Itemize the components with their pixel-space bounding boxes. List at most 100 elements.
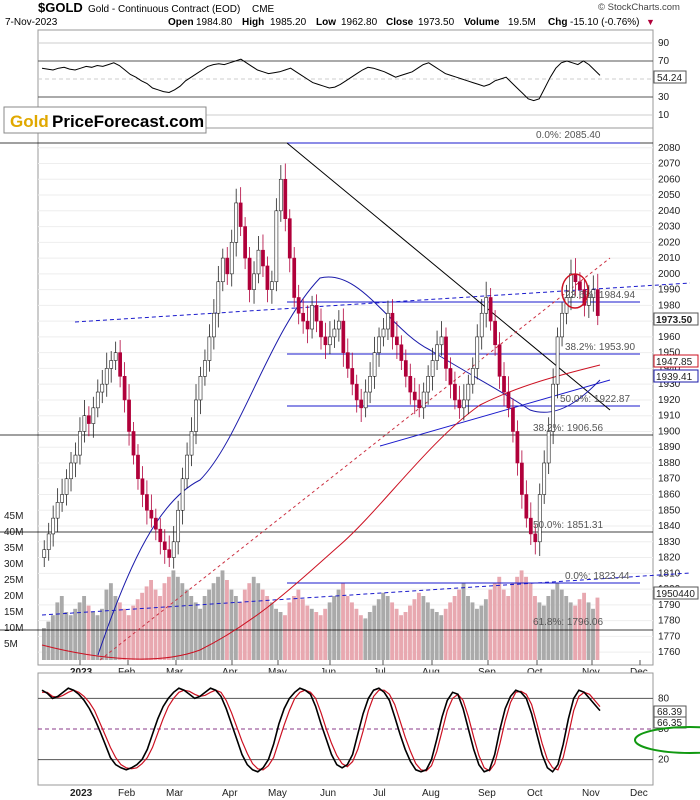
price-candle-body <box>319 320 323 338</box>
chg-label: Chg <box>548 17 567 28</box>
price-candle-body <box>122 375 127 401</box>
price-candle-body <box>51 517 56 535</box>
rsi-tick-label: 10 <box>658 110 670 121</box>
price-candle-body <box>417 399 422 409</box>
price-candle-body <box>225 257 230 275</box>
price-candle-body <box>113 352 118 361</box>
price-candle-body <box>435 344 439 361</box>
rsi-current-value: 54.24 <box>657 73 682 84</box>
price-candle-body <box>537 494 542 543</box>
price-candle-body <box>493 320 497 346</box>
stoch-x-axis-label: May <box>268 788 287 799</box>
volume-bar <box>238 602 243 660</box>
moving-average-50-line <box>97 276 601 656</box>
volume-bar <box>95 615 100 660</box>
volume-bar <box>524 576 528 660</box>
volume-bar <box>327 602 332 660</box>
open-value: 1984.80 <box>196 17 233 28</box>
price-candle-body <box>328 336 332 346</box>
source-credit: © StockCharts.com <box>598 2 680 13</box>
volume-bar <box>91 612 95 660</box>
volume-bar <box>434 612 439 660</box>
price-candle-body <box>586 297 591 306</box>
price-candle-body <box>194 399 198 432</box>
price-badge <box>653 586 699 600</box>
price-tick-label: 2080 <box>658 143 681 154</box>
fib-label: 50.0%: 1922.87 <box>560 394 630 405</box>
price-candle-body <box>305 320 310 330</box>
price-candle-body <box>283 178 288 219</box>
volume-bar <box>220 570 225 660</box>
price-candle-body <box>310 305 314 330</box>
price-candle-body <box>421 391 426 409</box>
price-candle-body <box>569 273 573 298</box>
volume-bar <box>541 605 546 660</box>
price-candle-body <box>270 281 274 290</box>
price-candle-body <box>408 375 413 393</box>
volume-bar <box>251 576 256 660</box>
price-candle-body <box>153 517 158 530</box>
volume-bar <box>372 605 377 660</box>
volume-bar <box>390 602 395 660</box>
high-value: 1985.20 <box>270 17 307 28</box>
price-candle-body <box>381 328 386 338</box>
volume-bar <box>332 596 337 660</box>
volume-bar <box>305 605 310 660</box>
price-candle-body <box>104 368 109 385</box>
price-panel: 2080 2070 2060 2050 2040 2030 2020 2010 2000 1990… <box>0 127 699 678</box>
price-tick-label: 2030 <box>658 222 681 233</box>
volume-bar <box>591 608 595 660</box>
price-candle-body <box>127 399 131 432</box>
stoch-x-axis-label: Nov <box>582 788 600 799</box>
price-tick-label: 1810 <box>658 568 681 579</box>
price-candle-body <box>551 383 555 432</box>
price-candle-body <box>345 352 350 369</box>
rsi-value-badge <box>653 70 687 84</box>
volume-bar <box>345 596 350 660</box>
price-tick-label: 2070 <box>658 159 681 170</box>
volume-bar <box>296 589 301 660</box>
price-tick-label: 1820 <box>658 553 681 564</box>
high-label: High <box>242 17 264 28</box>
volume-tick-label: 10M <box>4 623 23 634</box>
volume-bar <box>425 602 430 660</box>
price-candle-body <box>261 249 265 267</box>
volume-bar <box>180 583 185 660</box>
price-candle-body <box>180 478 185 511</box>
price-candle-body <box>296 297 301 314</box>
volume-bar <box>341 583 345 660</box>
price-candle-body <box>457 399 462 409</box>
stoch-x-axis-label: Mar <box>166 788 184 799</box>
price-candle-body <box>515 431 520 464</box>
price-candle-body <box>368 375 372 393</box>
price-candle-body <box>82 415 87 432</box>
price-candle-body <box>247 257 252 290</box>
price-candle-body <box>207 336 212 361</box>
price-candle-body <box>256 249 261 275</box>
price-candle-body <box>372 352 377 377</box>
price-candle-body <box>176 509 181 543</box>
price-candle-body <box>73 454 78 464</box>
volume-bar <box>363 618 368 660</box>
volume-bar <box>381 592 386 660</box>
price-candle-body <box>332 328 337 338</box>
volume-bar <box>385 596 390 660</box>
volume-bar <box>149 580 153 660</box>
volume-bar <box>108 583 113 660</box>
price-tick-label: 1780 <box>658 616 681 627</box>
price-candle-body <box>216 281 221 314</box>
volume-bar <box>55 602 60 660</box>
volume-bar <box>416 592 421 660</box>
price-candle-body <box>189 431 194 456</box>
price-candle-body <box>399 344 404 361</box>
volume-bar <box>166 576 171 660</box>
volume-bar <box>131 605 136 660</box>
volume-bar <box>457 589 462 660</box>
price-candle-body <box>363 391 368 409</box>
volume-bar <box>470 602 475 660</box>
volume-label: Volume <box>464 17 500 28</box>
volume-bar <box>113 596 118 660</box>
close-label: Close <box>386 17 414 28</box>
price-candle-body <box>466 383 471 401</box>
volume-bar <box>501 589 506 660</box>
